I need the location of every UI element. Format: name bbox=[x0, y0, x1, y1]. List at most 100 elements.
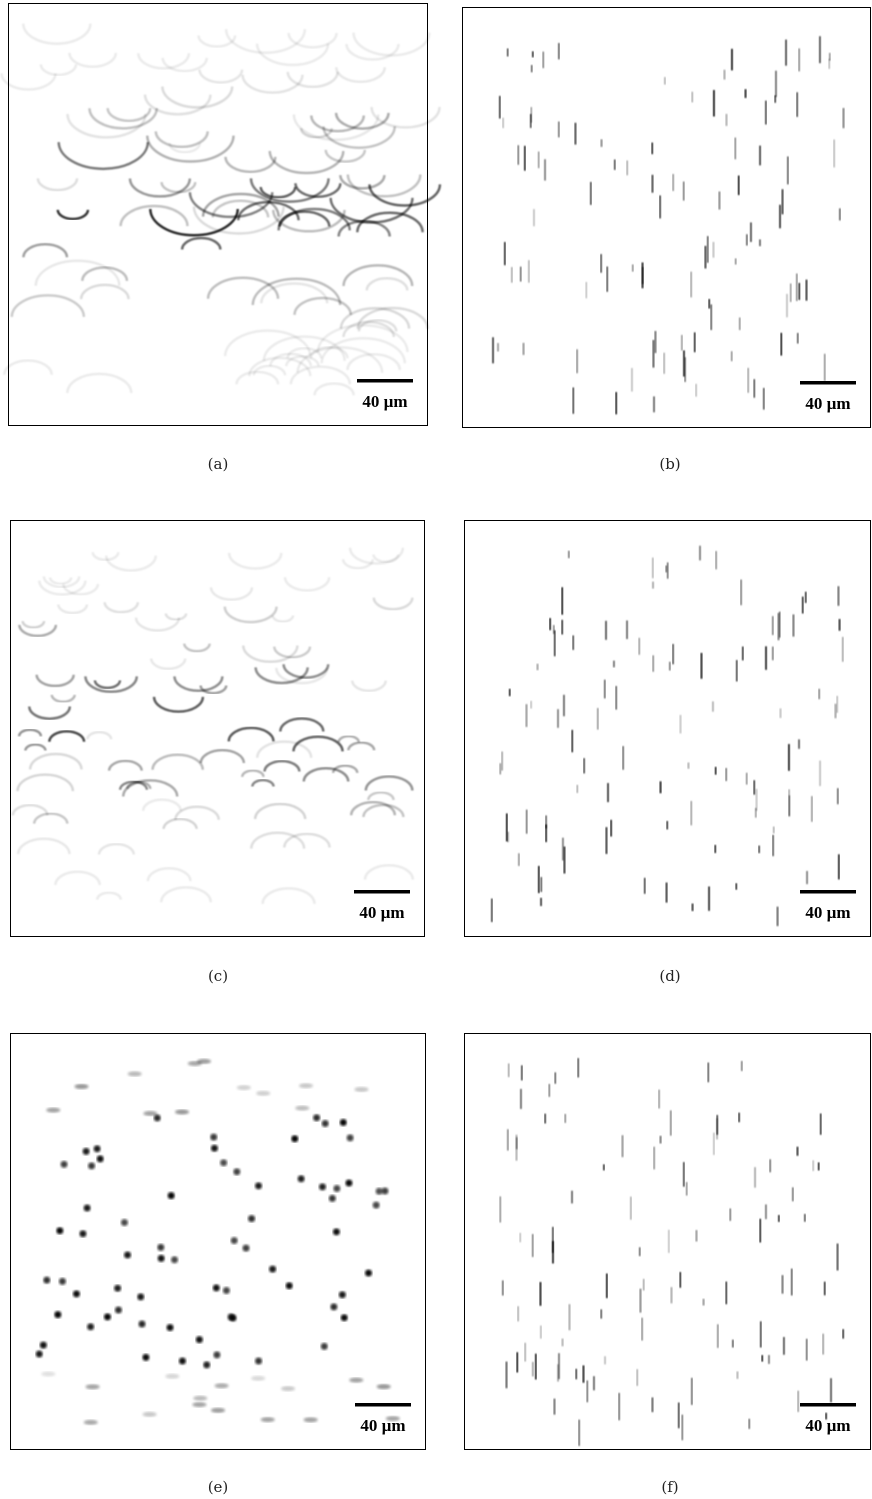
streak bbox=[679, 1272, 681, 1288]
streak bbox=[554, 630, 556, 656]
streak bbox=[651, 143, 653, 155]
streak bbox=[742, 647, 744, 661]
scale-bar-label: 40 µm bbox=[805, 394, 850, 413]
streak bbox=[725, 1282, 727, 1305]
streak bbox=[586, 282, 588, 298]
streak bbox=[618, 1393, 620, 1420]
streak bbox=[499, 1196, 501, 1222]
streak bbox=[520, 267, 522, 282]
streak bbox=[638, 638, 640, 655]
streak bbox=[778, 613, 780, 640]
spot bbox=[255, 1182, 262, 1189]
panel-label: (b) bbox=[659, 455, 680, 473]
spot bbox=[154, 1114, 161, 1121]
streak bbox=[575, 1369, 577, 1379]
streak bbox=[544, 159, 546, 180]
streak bbox=[507, 832, 509, 842]
spot bbox=[213, 1351, 220, 1358]
streak bbox=[763, 388, 765, 410]
scale-bar-label: 40 µm bbox=[362, 392, 407, 411]
streak bbox=[506, 1362, 508, 1389]
streak bbox=[572, 387, 574, 413]
spot bbox=[381, 1188, 388, 1195]
spot bbox=[168, 1192, 175, 1199]
streak bbox=[532, 1362, 534, 1377]
spot bbox=[377, 1384, 391, 1389]
streak bbox=[724, 70, 726, 80]
spot bbox=[56, 1227, 63, 1234]
spot bbox=[196, 1336, 203, 1343]
streak bbox=[788, 789, 790, 795]
streak bbox=[713, 242, 715, 258]
streak bbox=[517, 145, 519, 165]
streak bbox=[747, 368, 749, 393]
streak bbox=[563, 695, 565, 716]
spot bbox=[104, 1313, 111, 1320]
streak bbox=[735, 883, 737, 890]
streak bbox=[741, 1061, 743, 1071]
spot bbox=[36, 1351, 43, 1358]
streak bbox=[690, 272, 692, 298]
streak bbox=[535, 1354, 537, 1380]
streak bbox=[532, 1234, 534, 1257]
streak bbox=[683, 1162, 685, 1187]
spot bbox=[211, 1145, 218, 1152]
spot bbox=[115, 1307, 122, 1314]
streak bbox=[788, 795, 790, 816]
streak bbox=[790, 284, 792, 302]
spot bbox=[339, 1291, 346, 1298]
streak bbox=[678, 1403, 680, 1429]
streak bbox=[564, 1114, 566, 1123]
panel-label: (a) bbox=[208, 455, 229, 473]
streak bbox=[738, 176, 740, 195]
streak bbox=[797, 1391, 799, 1412]
panel: 40 µm (a) bbox=[2, 4, 440, 474]
spot bbox=[79, 1230, 86, 1237]
streak bbox=[526, 810, 528, 834]
scale-bar-label: 40 µm bbox=[359, 903, 404, 922]
streak bbox=[822, 1334, 824, 1355]
streak bbox=[641, 1318, 643, 1341]
scale-bar-label: 40 µm bbox=[805, 903, 850, 922]
streak bbox=[604, 680, 606, 699]
streak bbox=[836, 696, 838, 713]
streak bbox=[777, 907, 779, 926]
streak bbox=[725, 768, 727, 781]
scale-bar bbox=[357, 379, 413, 383]
streak bbox=[630, 1197, 632, 1220]
streak bbox=[792, 1187, 794, 1201]
panel-frame bbox=[463, 8, 871, 428]
streak bbox=[652, 175, 654, 193]
streak bbox=[717, 1324, 719, 1348]
streak bbox=[572, 635, 574, 650]
spot bbox=[179, 1357, 186, 1364]
spot bbox=[220, 1159, 227, 1166]
streak bbox=[663, 353, 665, 374]
spot bbox=[365, 1270, 372, 1277]
scale-bar bbox=[800, 381, 856, 385]
streak bbox=[605, 621, 607, 640]
streak bbox=[518, 853, 520, 866]
streak bbox=[758, 846, 760, 854]
spot bbox=[157, 1244, 164, 1251]
streak bbox=[691, 1378, 693, 1405]
spot bbox=[210, 1134, 217, 1141]
spot bbox=[193, 1396, 207, 1401]
streak bbox=[653, 340, 655, 368]
spot bbox=[345, 1180, 352, 1187]
streak bbox=[699, 546, 701, 561]
streak bbox=[672, 644, 674, 664]
spot bbox=[158, 1255, 165, 1262]
scale-bar bbox=[354, 890, 410, 894]
streak bbox=[643, 1279, 645, 1291]
streak bbox=[837, 1244, 839, 1271]
streak bbox=[660, 781, 662, 793]
streak bbox=[783, 1337, 785, 1355]
streak bbox=[655, 331, 657, 353]
streak bbox=[642, 262, 644, 288]
streak bbox=[796, 274, 798, 301]
spot bbox=[54, 1311, 61, 1318]
streak bbox=[671, 1287, 673, 1303]
streak bbox=[499, 763, 501, 774]
streak bbox=[797, 333, 799, 344]
